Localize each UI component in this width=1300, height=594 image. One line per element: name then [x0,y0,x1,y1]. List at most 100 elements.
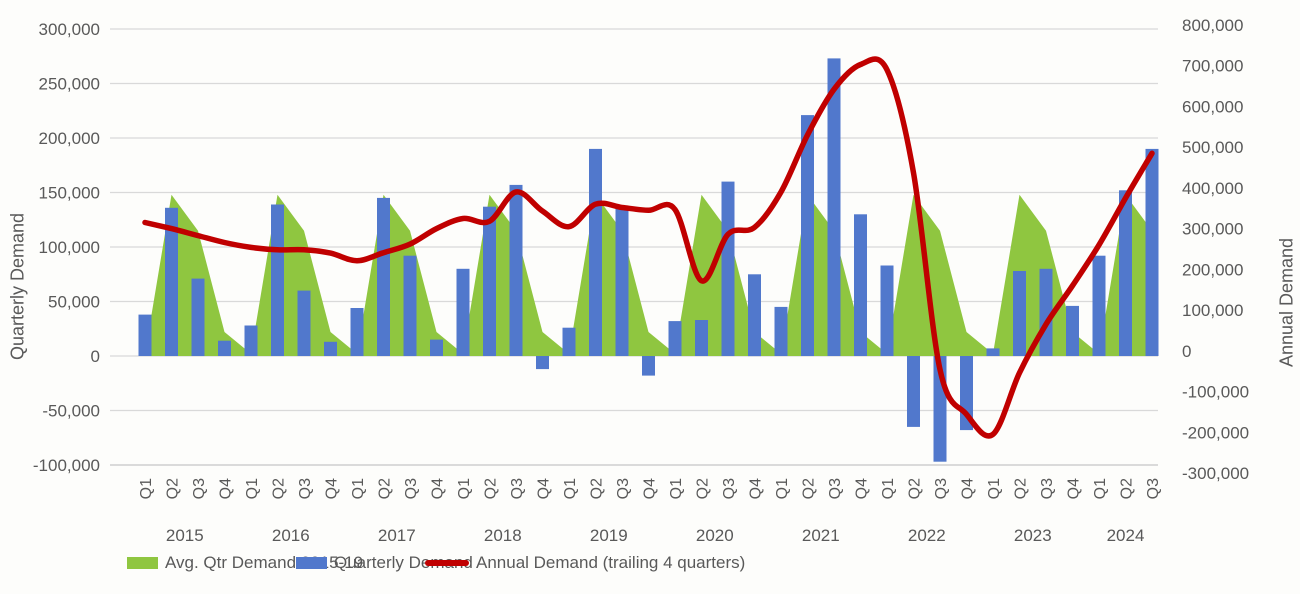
quarter-tick-label: Q3 [509,478,526,499]
right-axis-tick-label: 300,000 [1182,220,1243,239]
avg-area-swatch-icon [127,557,158,569]
legend-item-annual: Annual Demand (trailing 4 quarters) [425,553,745,573]
quarterly-demand-bar [430,339,443,356]
quarterly-demand-bar [244,325,258,356]
right-axis-tick-label: 0 [1182,342,1191,361]
right-axis-tick-label: 500,000 [1182,138,1243,157]
quarterly-demand-bar [721,181,735,356]
quarter-tick-label: Q4 [854,478,871,499]
quarter-tick-label: Q1 [880,478,897,499]
right-axis-tick-label: -200,000 [1182,423,1249,442]
left-axis-tick-label: 250,000 [39,75,100,94]
left-axis-tick-label: 50,000 [48,293,100,312]
quarter-tick-label: Q2 [1119,478,1136,499]
left-axis-tick-label: 200,000 [39,129,100,148]
left-axis-tick-label: -50,000 [42,402,100,421]
quarterly-demand-bar [827,58,841,357]
quarter-tick-label: Q2 [907,478,924,499]
quarterly-bar-swatch-icon [296,557,327,569]
quarter-tick-label: Q2 [801,478,818,499]
right-axis-tick-label: -300,000 [1182,464,1249,483]
quarterly-demand-bar [1066,305,1079,356]
quarter-tick-label: Q4 [1066,478,1083,499]
quarter-tick-label: Q3 [615,478,632,499]
annual-demand-line [142,56,1155,439]
left-axis-tick-label: 100,000 [39,238,100,257]
quarterly-demand-bar [218,340,231,356]
quarter-tick-label: Q3 [933,478,950,499]
quarterly-demand-bar [403,255,417,356]
quarter-tick-label: Q1 [668,478,685,499]
chart-legend: Avg. Qtr Demand 2015-19 Quarterly Demand… [0,553,1300,583]
quarterly-demand-bar [748,274,761,357]
quarterly-demand-bar [138,314,152,356]
chart-canvas: 300,000 250,000 200,000 150,000 100,000 50,00… [33,16,1249,545]
left-axis-title: Quarterly Demand [7,212,28,361]
quarterly-demand-bar [562,327,576,356]
quarterly-demand-bar [589,148,602,356]
quarterly-demand-bar [642,356,655,376]
quarter-tick-label: Q1 [456,478,473,499]
quarterly-demand-bar [986,348,1000,356]
legend-annual-label: Annual Demand (trailing 4 quarters) [476,553,746,572]
quarterly-demand-bar [536,356,549,370]
quarter-tick-label: Q3 [1039,478,1056,499]
quarterly-demand-bar [801,115,814,356]
quarterly-demand-bar [483,206,496,356]
quarter-tick-label: Q2 [1013,478,1030,499]
quarterly-demand-bar [668,321,682,356]
right-axis-tick-label: -100,000 [1182,383,1249,402]
quarter-tick-label: Q2 [271,478,288,499]
quarter-tick-label: Q1 [562,478,579,499]
year-label: 2017 [378,526,416,545]
quarter-tick-label: Q3 [721,478,738,499]
quarterly-demand-bar [1145,148,1159,356]
annual-line-swatch-icon [425,560,469,566]
quarterly-demand-bar [297,290,311,356]
right-axis-title: Annual Demand [1276,237,1297,368]
quarter-tick-label: Q4 [748,478,765,499]
quarter-tick-label: Q1 [774,478,791,499]
quarter-tick-label: Q3 [1145,478,1162,499]
year-label: 2023 [1014,526,1052,545]
quarterly-demand-bar [615,205,629,356]
quarter-tick-label: Q2 [165,478,182,499]
quarterly-demand-bar [509,184,523,356]
quarter-tick-label: Q3 [297,478,314,499]
legend-quarterly-label: Quarterly Demand [334,553,473,572]
left-axis-tick-label: -100,000 [33,456,100,475]
quarterly-demand-bar [191,278,205,356]
year-label: 2015 [166,526,204,545]
legend-item-quarterly: Quarterly Demand [296,553,473,573]
left-axis-tick-label: 300,000 [39,20,100,39]
quarter-tick-label: Q3 [403,478,420,499]
avg-qtr-demand-area [145,194,1152,356]
quarter-tick-label: Q4 [536,478,553,499]
year-label: 2022 [908,526,946,545]
quarter-tick-label: Q4 [324,478,341,499]
quarter-tick-label: Q2 [483,478,500,499]
quarter-tick-label: Q4 [642,478,659,499]
right-axis-tick-label: 600,000 [1182,98,1243,117]
quarterly-demand-bar [1092,255,1106,356]
quarter-tick-label: Q4 [218,478,235,499]
quarterly-demand-bar [324,341,337,356]
right-axis-tick-label: 100,000 [1182,301,1243,320]
quarter-tick-label: Q1 [244,478,261,499]
quarterly-demand-bar [165,207,178,356]
quarter-tick-label: Q1 [138,478,155,499]
quarterly-demand-bar [774,306,788,356]
right-axis-tick-label: 200,000 [1182,260,1243,279]
quarterly-demand-bar [271,204,284,356]
left-axis-tick-label: 0 [91,347,100,366]
quarterly-demand-bar [907,356,920,427]
year-label: 2016 [272,526,310,545]
left-axis-tick-label: 150,000 [39,184,100,203]
right-axis-tick-label: 800,000 [1182,16,1243,35]
quarterly-demand-bar [1013,271,1026,356]
quarter-tick-label: Q1 [986,478,1003,499]
year-label: 2020 [696,526,734,545]
quarter-tick-label: Q4 [430,478,447,499]
year-label: 2021 [802,526,840,545]
quarter-tick-label: Q3 [191,478,208,499]
